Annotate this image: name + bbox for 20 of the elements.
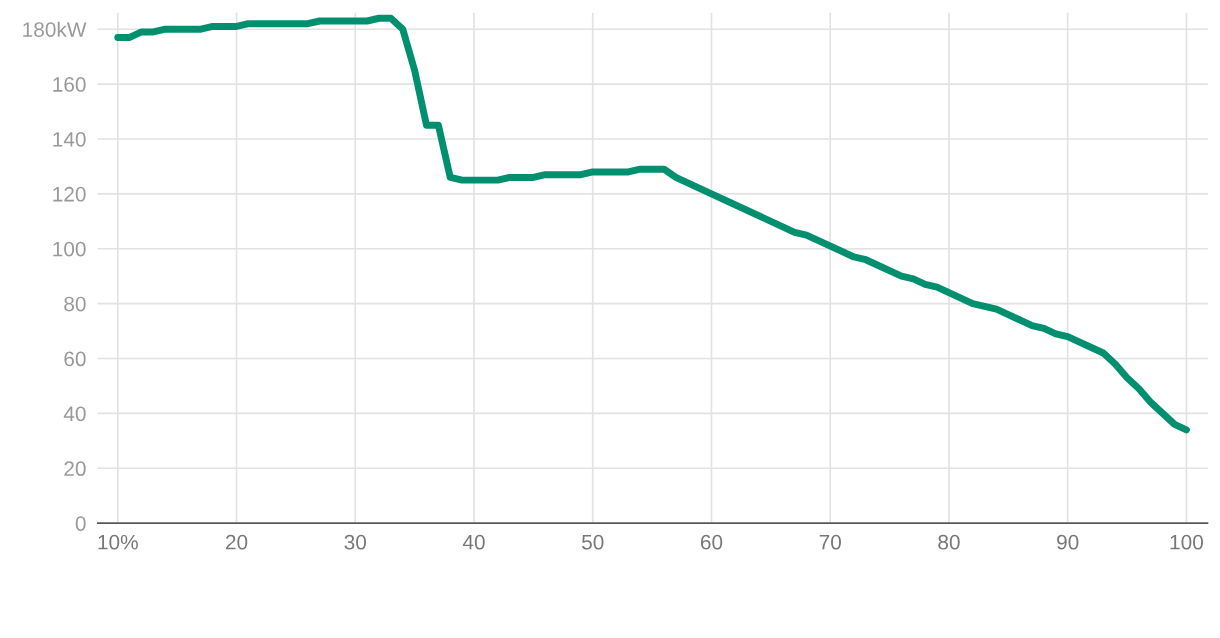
- x-tick-label: 70: [819, 534, 841, 550]
- x-tick-label: 40: [462, 534, 485, 550]
- y-tick-label: 120: [53, 186, 86, 202]
- y-tick-label: 20: [64, 461, 86, 477]
- x-tick-label: 10%: [98, 534, 138, 550]
- y-tick-label: 140: [53, 131, 86, 147]
- x-tick-label: 90: [1057, 534, 1079, 550]
- x-tick-label: 50: [581, 534, 604, 550]
- y-tick-label: 180kW: [23, 21, 87, 37]
- y-tick-label: 100: [53, 241, 86, 257]
- y-tick-label: 160: [53, 77, 86, 92]
- x-tick-label: 20: [225, 534, 248, 550]
- x-tick-label: 80: [938, 534, 960, 550]
- y-tick-label: 40: [63, 406, 86, 422]
- y-tick-label: 0: [75, 516, 86, 531]
- x-tick-label: 30: [344, 534, 367, 550]
- x-tick-label: 60: [700, 534, 723, 550]
- x-tick-label: 100: [1170, 534, 1203, 550]
- y-tick-label: 60: [64, 351, 86, 367]
- y-tick-label: 80: [64, 296, 86, 312]
